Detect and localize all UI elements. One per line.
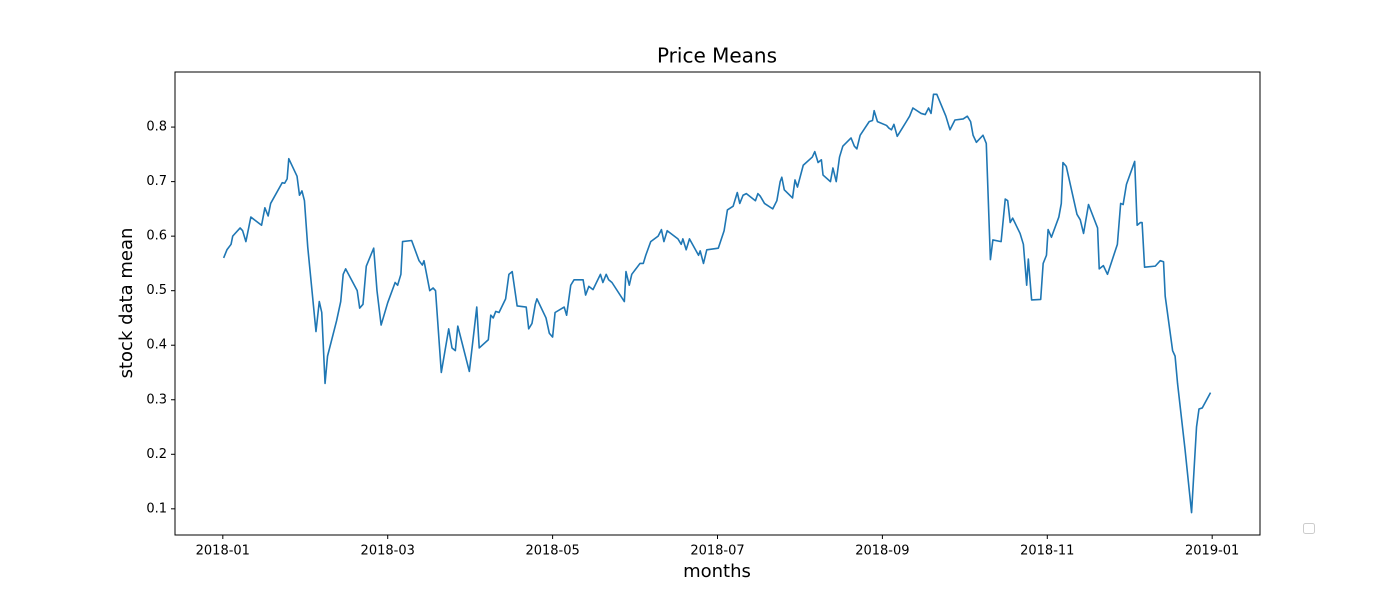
y-tick-label: 0.6 <box>146 229 167 244</box>
legend-box <box>1303 523 1315 534</box>
x-tick-label: 2018-03 <box>361 544 415 559</box>
x-tick-label: 2018-09 <box>855 544 909 559</box>
y-tick-label: 0.8 <box>146 120 167 135</box>
y-tick-label: 0.2 <box>146 447 167 462</box>
x-tick-label: 2019-01 <box>1185 544 1239 559</box>
data-line <box>222 93 1212 514</box>
x-tick-label: 2018-07 <box>690 544 744 559</box>
y-tick-label: 0.3 <box>146 392 167 407</box>
x-tick-label: 2018-11 <box>1020 544 1074 559</box>
y-tick-label: 0.5 <box>146 283 167 298</box>
y-tick-label: 0.7 <box>146 174 167 189</box>
y-tick-label: 0.4 <box>146 338 167 353</box>
x-tick-label: 2018-01 <box>196 544 250 559</box>
y-tick-label: 0.1 <box>146 501 167 516</box>
x-tick-label: 2018-05 <box>525 544 579 559</box>
y-axis-label: stock data mean <box>116 228 137 379</box>
chart-title: Price Means <box>657 44 777 68</box>
plot-frame <box>174 71 1261 536</box>
x-axis-label: months <box>683 561 751 582</box>
